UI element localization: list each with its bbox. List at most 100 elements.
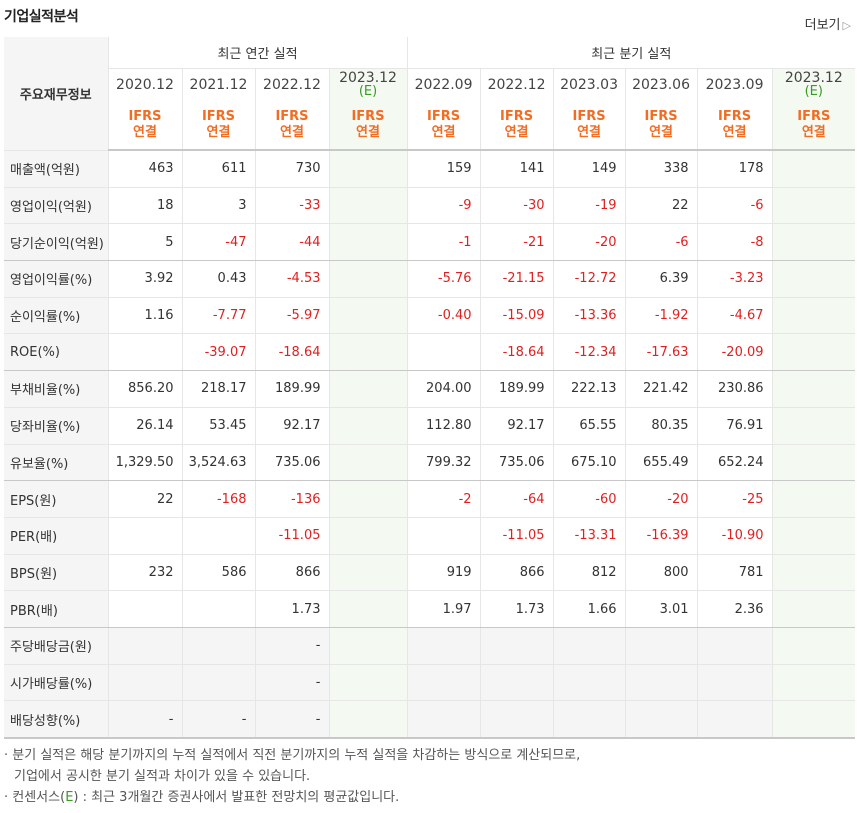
value-cell: 222.13	[553, 370, 626, 408]
value-cell: -18.64	[255, 333, 330, 372]
value-cell	[329, 370, 408, 408]
row-label: 배당성향(%)	[4, 700, 109, 740]
table-row: 매출액(억원) 463 611 730 159 141 149 338 178	[4, 150, 856, 188]
table-row: BPS(원) 232 586 866 919 866 812 800 781	[4, 554, 856, 592]
value-cell	[772, 517, 856, 555]
value-cell: 232	[108, 554, 183, 592]
row-label: 당좌비율(%)	[4, 407, 109, 445]
period-header-q1: 2022.09	[406, 68, 481, 101]
value-cell: -	[255, 664, 330, 702]
value-cell: -12.72	[553, 260, 626, 298]
value-cell: 730	[255, 150, 330, 188]
accounting-standard-q6: IFRS 연결	[772, 101, 856, 151]
value-cell: 1,329.50	[108, 444, 183, 482]
value-cell: 800	[625, 554, 698, 592]
value-cell	[772, 260, 856, 298]
value-cell: -11.05	[480, 517, 554, 555]
footnotes: · 분기 실적은 해당 분기까지의 누적 실적에서 직전 분기까지의 누적 실적…	[4, 745, 580, 808]
value-cell	[553, 627, 626, 665]
value-cell: 141	[480, 150, 554, 188]
value-cell: -7.77	[182, 297, 256, 335]
value-cell: -17.63	[625, 333, 698, 372]
value-cell: -13.31	[553, 517, 626, 555]
value-cell: -20	[553, 223, 626, 262]
value-cell: 218.17	[182, 370, 256, 408]
period-header-a4: 2023.12 (E)	[329, 68, 408, 101]
value-cell: -12.34	[553, 333, 626, 372]
value-cell	[625, 700, 698, 740]
value-cell	[182, 664, 256, 702]
value-cell	[480, 700, 554, 740]
value-cell: 866	[255, 554, 330, 592]
more-label: 더보기	[804, 18, 841, 33]
value-cell: -39.07	[182, 333, 256, 372]
value-cell: 22	[108, 480, 183, 518]
value-cell: -13.36	[553, 297, 626, 335]
row-label: PER(배)	[4, 517, 109, 555]
value-cell	[772, 590, 856, 628]
value-cell: 586	[182, 554, 256, 592]
value-cell	[772, 664, 856, 702]
row-label: 당기순이익(억원)	[4, 223, 109, 262]
value-cell: -21.15	[480, 260, 554, 298]
value-cell: 866	[480, 554, 554, 592]
row-label: ROE(%)	[4, 333, 109, 372]
period-header-q5: 2023.09	[697, 68, 773, 101]
value-cell: 799.32	[406, 444, 481, 482]
value-cell	[772, 150, 856, 188]
value-cell: -25	[697, 480, 773, 518]
value-cell	[772, 223, 856, 262]
value-cell	[329, 590, 408, 628]
period-header-a3: 2022.12	[255, 68, 330, 101]
value-cell	[182, 590, 256, 628]
value-cell: -4.53	[255, 260, 330, 298]
value-cell: -18.64	[480, 333, 554, 372]
value-cell	[108, 590, 183, 628]
table-row: ROE(%) -39.07 -18.64 -18.64 -12.34 -17.63 -20.…	[4, 333, 856, 372]
value-cell	[406, 700, 481, 740]
period-header-a1: 2020.12	[108, 68, 183, 101]
row-label: 영업이익률(%)	[4, 260, 109, 298]
value-cell: 221.42	[625, 370, 698, 408]
footnote-2: · 컨센서스(E) : 최근 3개월간 증권사에서 발표한 전망치의 평균값입니…	[4, 790, 400, 805]
value-cell: 3.01	[625, 590, 698, 628]
table-row: EPS(원) 22 -168 -136 -2 -64 -60 -20 -25	[4, 480, 856, 518]
value-cell	[406, 627, 481, 665]
row-label: 순이익률(%)	[4, 297, 109, 335]
value-cell	[329, 150, 408, 188]
value-cell	[406, 333, 481, 372]
value-cell: 53.45	[182, 407, 256, 445]
value-cell: 178	[697, 150, 773, 188]
value-cell: -136	[255, 480, 330, 518]
value-cell: -5.76	[406, 260, 481, 298]
row-label: 부채비율(%)	[4, 370, 109, 408]
value-cell: 189.99	[480, 370, 554, 408]
value-cell	[553, 664, 626, 702]
value-cell: -47	[182, 223, 256, 262]
row-label: PBR(배)	[4, 590, 109, 628]
accounting-standard-a2: IFRS 연결	[182, 101, 256, 151]
value-cell: -8	[697, 223, 773, 262]
row-label: 주당배당금(원)	[4, 627, 109, 665]
value-cell: -6	[625, 223, 698, 262]
value-cell	[329, 297, 408, 335]
value-cell: 189.99	[255, 370, 330, 408]
value-cell	[697, 627, 773, 665]
more-link[interactable]: 더보기 ▷	[805, 14, 851, 33]
table-row: 당좌비율(%) 26.14 53.45 92.17 112.80 92.17 65.55 80…	[4, 407, 856, 445]
table-row: 유보율(%) 1,329.50 3,524.63 735.06 799.32 735.06…	[4, 444, 856, 482]
value-cell	[772, 370, 856, 408]
value-cell: -1	[406, 223, 481, 262]
value-cell: 463	[108, 150, 183, 188]
table-row: 영업이익률(%) 3.92 0.43 -4.53 -5.76 -21.15 -12.72 6.…	[4, 260, 856, 298]
value-cell	[329, 333, 408, 372]
value-cell	[329, 664, 408, 702]
value-cell	[108, 333, 183, 372]
table-row: 순이익률(%) 1.16 -7.77 -5.97 -0.40 -15.09 -13.36 -1…	[4, 297, 856, 335]
value-cell	[772, 554, 856, 592]
value-cell: -0.40	[406, 297, 481, 335]
value-cell: 0.43	[182, 260, 256, 298]
period-header-a2: 2021.12	[182, 68, 256, 101]
value-cell	[329, 700, 408, 740]
